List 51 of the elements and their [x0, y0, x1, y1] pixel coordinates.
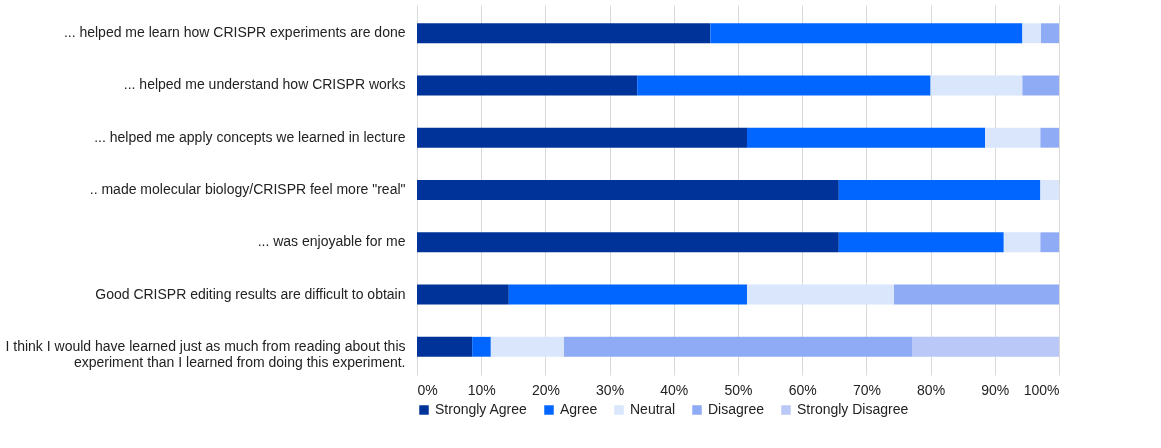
- bar: [417, 75, 638, 96]
- y-tick-label: ... was enjoyable for me: [257, 233, 406, 250]
- legend-label: Agree: [560, 401, 598, 417]
- x-tick-label: 50%: [724, 381, 753, 398]
- bar: [417, 336, 473, 357]
- y-tick-label: .. made molecular biology/CRISPR feel more "real": [89, 181, 406, 197]
- bar: [710, 23, 1023, 44]
- y-tick-label: ... helped me understand how CRISPR works: [123, 76, 406, 93]
- x-tick-label: 20%: [531, 381, 560, 398]
- bar: [1041, 23, 1059, 44]
- x-tick-label: 90%: [981, 381, 1010, 398]
- bar: [985, 127, 1041, 148]
- bar: [930, 75, 1023, 96]
- x-tick-label: 40%: [660, 381, 689, 398]
- bar: [490, 336, 565, 357]
- x-tick-label: 70%: [852, 381, 881, 398]
- bar: [912, 336, 1059, 357]
- bar: [417, 23, 711, 44]
- x-tick-label: 0%: [417, 381, 438, 398]
- bar: [894, 284, 1059, 305]
- legend-label: Strongly Disagree: [797, 401, 909, 417]
- legend-label: Strongly Agree: [435, 401, 528, 417]
- bar: [417, 127, 747, 148]
- bar: [838, 232, 1004, 253]
- bar: [1040, 127, 1059, 148]
- x-tick-label: 60%: [788, 381, 817, 398]
- x-tick-label: 10%: [467, 381, 496, 398]
- x-tick-label: 80%: [917, 381, 946, 398]
- y-tick-label: I think I would have learned just as much from reading about this experiment than I learned from doing this experiment.: [5, 337, 406, 370]
- x-tick-label: 30%: [596, 381, 625, 398]
- bar: [417, 180, 839, 200]
- x-tick-label: 100%: [1023, 381, 1060, 398]
- bar: [564, 336, 913, 357]
- bar: [1022, 75, 1059, 96]
- bar: [472, 336, 491, 357]
- bar: [1003, 232, 1041, 253]
- bar: [1040, 180, 1059, 200]
- y-tick-label: Good CRISPR editing results are difficult to obtain: [95, 285, 406, 302]
- bar: [746, 127, 986, 148]
- legend-label: Neutral: [630, 401, 676, 417]
- bar: [508, 284, 747, 305]
- legend-label: Disagree: [708, 401, 765, 417]
- y-tick-label: ... helped me learn how CRISPR experiments are done: [63, 24, 406, 41]
- bar: [746, 284, 895, 305]
- bar: [417, 284, 509, 305]
- bar: [417, 232, 839, 253]
- bar: [1022, 23, 1042, 44]
- bar: [1040, 232, 1059, 253]
- bar: [838, 180, 1041, 200]
- y-tick-label: ... helped me apply concepts we learned in lecture: [94, 128, 406, 145]
- bar: [637, 75, 931, 96]
